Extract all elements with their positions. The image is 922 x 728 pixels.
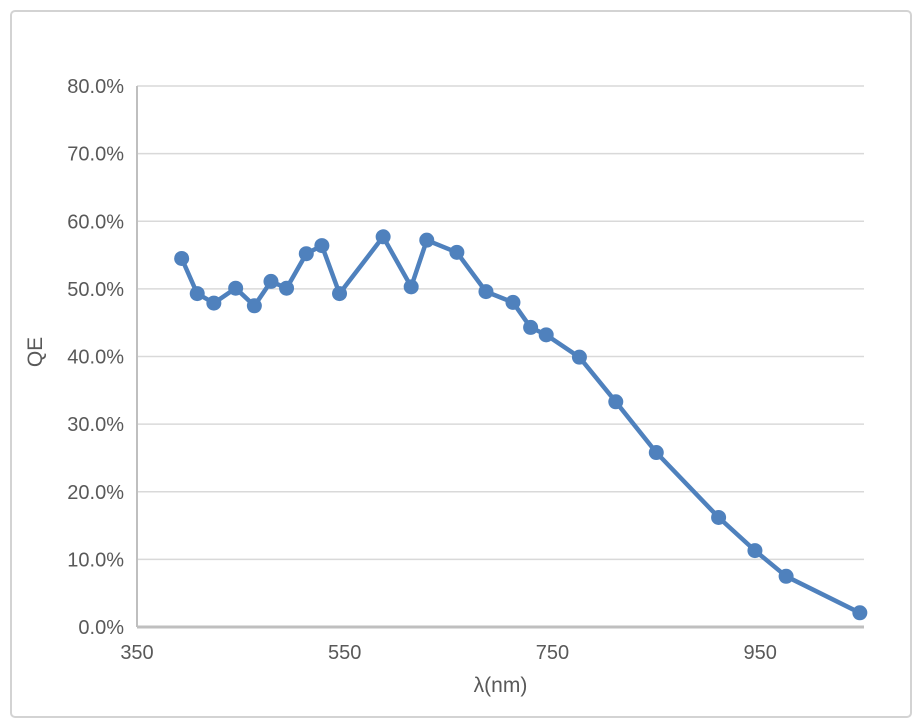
qe-data-point — [505, 294, 521, 310]
x-axis-title: λ(nm) — [473, 674, 528, 697]
y-tick-label: 40.0% — [67, 347, 124, 369]
qe-data-point — [228, 280, 244, 296]
chart-frame — [10, 10, 912, 718]
y-tick-label: 60.0% — [67, 211, 124, 233]
y-tick-label: 30.0% — [67, 414, 124, 436]
qe-data-point — [189, 286, 205, 302]
x-tick-label: 350 — [120, 642, 153, 664]
qe-data-point — [206, 295, 222, 311]
qe-data-point — [571, 349, 587, 365]
qe-data-point — [523, 319, 539, 335]
qe-data-point — [174, 250, 190, 266]
x-tick-label: 750 — [536, 642, 569, 664]
y-tick-label: 80.0% — [67, 76, 124, 98]
qe-data-point — [332, 286, 348, 302]
y-tick-label: 10.0% — [67, 549, 124, 571]
y-tick-label: 50.0% — [67, 279, 124, 301]
y-tick-label: 70.0% — [67, 144, 124, 166]
qe-data-point — [449, 244, 465, 260]
qe-data-point — [852, 605, 868, 621]
qe-data-point — [375, 229, 391, 245]
qe-data-point — [314, 238, 330, 254]
qe-data-point — [747, 543, 763, 559]
x-tick-label: 550 — [328, 642, 361, 664]
qe-data-point — [778, 568, 794, 584]
qe-data-point — [263, 273, 279, 289]
qe-data-point — [419, 232, 435, 248]
qe-data-point — [279, 280, 295, 296]
y-tick-label: 20.0% — [67, 482, 124, 504]
qe-data-point — [403, 279, 419, 295]
y-axis-title: QE — [24, 336, 47, 368]
qe-data-point — [298, 246, 314, 262]
x-tick-label: 950 — [743, 642, 776, 664]
qe-data-point — [711, 509, 727, 525]
qe-data-point — [608, 394, 624, 410]
qe-data-point — [648, 445, 664, 461]
qe-data-point — [478, 284, 494, 300]
qe-data-point — [246, 298, 262, 314]
qe-data-point — [538, 327, 554, 343]
y-tick-label: 0.0% — [78, 617, 124, 639]
